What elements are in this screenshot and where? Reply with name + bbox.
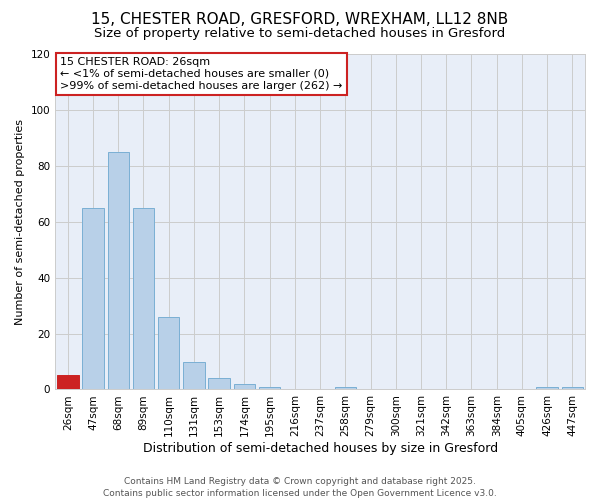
Bar <box>335 386 356 390</box>
Text: 15, CHESTER ROAD, GRESFORD, WREXHAM, LL12 8NB: 15, CHESTER ROAD, GRESFORD, WREXHAM, LL1… <box>91 12 509 28</box>
Bar <box>259 386 280 390</box>
Bar <box>107 152 129 390</box>
Bar <box>158 317 179 390</box>
Bar <box>562 386 583 390</box>
X-axis label: Distribution of semi-detached houses by size in Gresford: Distribution of semi-detached houses by … <box>143 442 497 455</box>
Bar <box>82 208 104 390</box>
Bar <box>57 376 79 390</box>
Y-axis label: Number of semi-detached properties: Number of semi-detached properties <box>15 118 25 324</box>
Bar <box>183 362 205 390</box>
Bar <box>536 386 558 390</box>
Text: Size of property relative to semi-detached houses in Gresford: Size of property relative to semi-detach… <box>94 28 506 40</box>
Bar <box>233 384 255 390</box>
Bar <box>133 208 154 390</box>
Text: Contains HM Land Registry data © Crown copyright and database right 2025.
Contai: Contains HM Land Registry data © Crown c… <box>103 476 497 498</box>
Text: 15 CHESTER ROAD: 26sqm
← <1% of semi-detached houses are smaller (0)
>99% of sem: 15 CHESTER ROAD: 26sqm ← <1% of semi-det… <box>61 58 343 90</box>
Bar <box>208 378 230 390</box>
